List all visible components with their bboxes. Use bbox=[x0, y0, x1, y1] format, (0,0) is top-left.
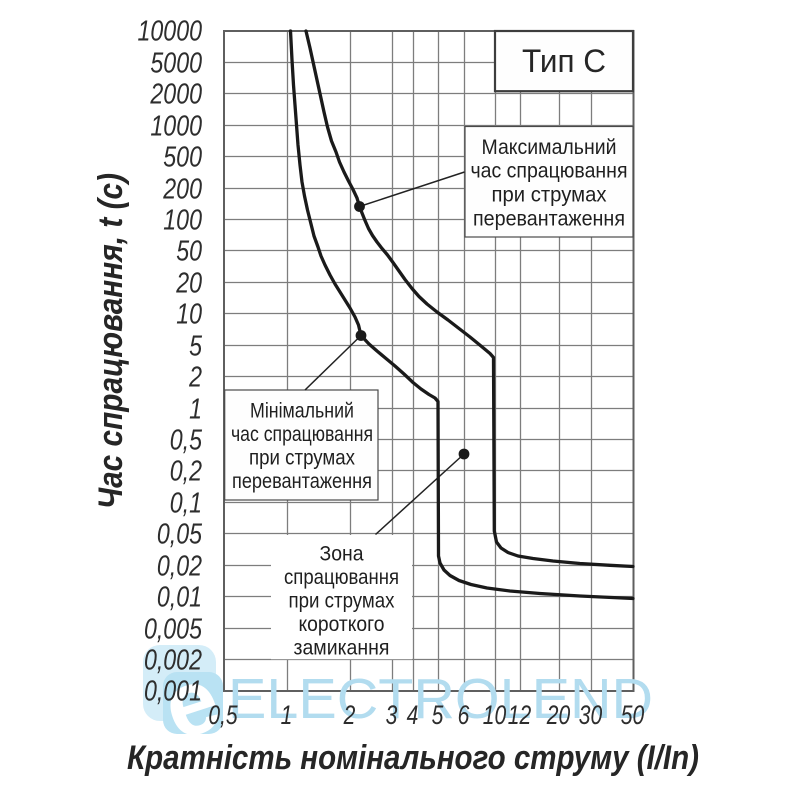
svg-text:перевантаження: перевантаження bbox=[232, 469, 372, 493]
svg-text:0,1: 0,1 bbox=[170, 486, 202, 519]
svg-text:5000: 5000 bbox=[150, 46, 202, 79]
svg-text:10: 10 bbox=[483, 701, 507, 731]
svg-text:при струмах: при струмах bbox=[492, 183, 607, 207]
svg-text:5: 5 bbox=[189, 329, 202, 362]
svg-text:0,2: 0,2 bbox=[170, 454, 203, 487]
svg-text:0,5: 0,5 bbox=[208, 701, 238, 731]
svg-text:0,02: 0,02 bbox=[157, 549, 202, 582]
svg-text:0,5: 0,5 bbox=[170, 423, 203, 456]
svg-text:Тип С: Тип С bbox=[522, 43, 606, 79]
svg-text:Мінімальний: Мінімальний bbox=[250, 398, 354, 422]
svg-text:при струмах: при струмах bbox=[249, 445, 355, 469]
svg-text:0,05: 0,05 bbox=[157, 517, 202, 550]
svg-text:2: 2 bbox=[188, 360, 202, 393]
svg-text:30: 30 bbox=[579, 701, 603, 731]
svg-text:6: 6 bbox=[458, 701, 470, 731]
svg-text:10000: 10000 bbox=[138, 14, 203, 47]
svg-text:ELECTROLEND: ELECTROLEND bbox=[228, 667, 653, 731]
svg-text:при струмах: при струмах bbox=[289, 589, 395, 613]
svg-text:час спрацювання: час спрацювання bbox=[231, 422, 373, 446]
svg-text:50: 50 bbox=[176, 234, 202, 267]
svg-text:0,002: 0,002 bbox=[144, 643, 202, 676]
svg-text:3: 3 bbox=[386, 701, 398, 731]
svg-text:100: 100 bbox=[163, 203, 202, 236]
svg-text:Час спрацювання, t (с): Час спрацювання, t (с) bbox=[92, 173, 130, 509]
svg-text:20: 20 bbox=[175, 266, 202, 299]
svg-text:0,001: 0,001 bbox=[144, 674, 202, 707]
svg-text:500: 500 bbox=[163, 140, 202, 173]
svg-text:50: 50 bbox=[621, 701, 645, 731]
svg-text:Кратність номінального струму: Кратність номінального струму (I/In) bbox=[127, 739, 699, 777]
svg-text:короткого: короткого bbox=[299, 612, 385, 636]
svg-text:1: 1 bbox=[281, 701, 293, 731]
svg-text:0,01: 0,01 bbox=[157, 580, 202, 613]
svg-text:спрацювання: спрацювання bbox=[284, 565, 399, 589]
svg-text:200: 200 bbox=[162, 172, 202, 205]
svg-text:1000: 1000 bbox=[150, 109, 202, 142]
svg-text:2: 2 bbox=[343, 701, 356, 731]
svg-text:перевантаження: перевантаження bbox=[473, 206, 625, 230]
svg-text:2000: 2000 bbox=[150, 77, 203, 110]
svg-text:замикання: замикання bbox=[294, 636, 390, 660]
svg-text:4: 4 bbox=[407, 701, 419, 731]
svg-text:1: 1 bbox=[189, 392, 202, 425]
svg-text:Максимальний: Максимальний bbox=[482, 135, 617, 159]
svg-text:12: 12 bbox=[508, 701, 532, 731]
svg-text:Зона: Зона bbox=[320, 542, 364, 566]
svg-text:20: 20 bbox=[546, 701, 571, 731]
svg-text:0,005: 0,005 bbox=[144, 612, 202, 645]
svg-text:5: 5 bbox=[432, 701, 444, 731]
svg-text:час спрацювання: час спрацювання bbox=[471, 159, 628, 183]
svg-text:10: 10 bbox=[176, 297, 202, 330]
